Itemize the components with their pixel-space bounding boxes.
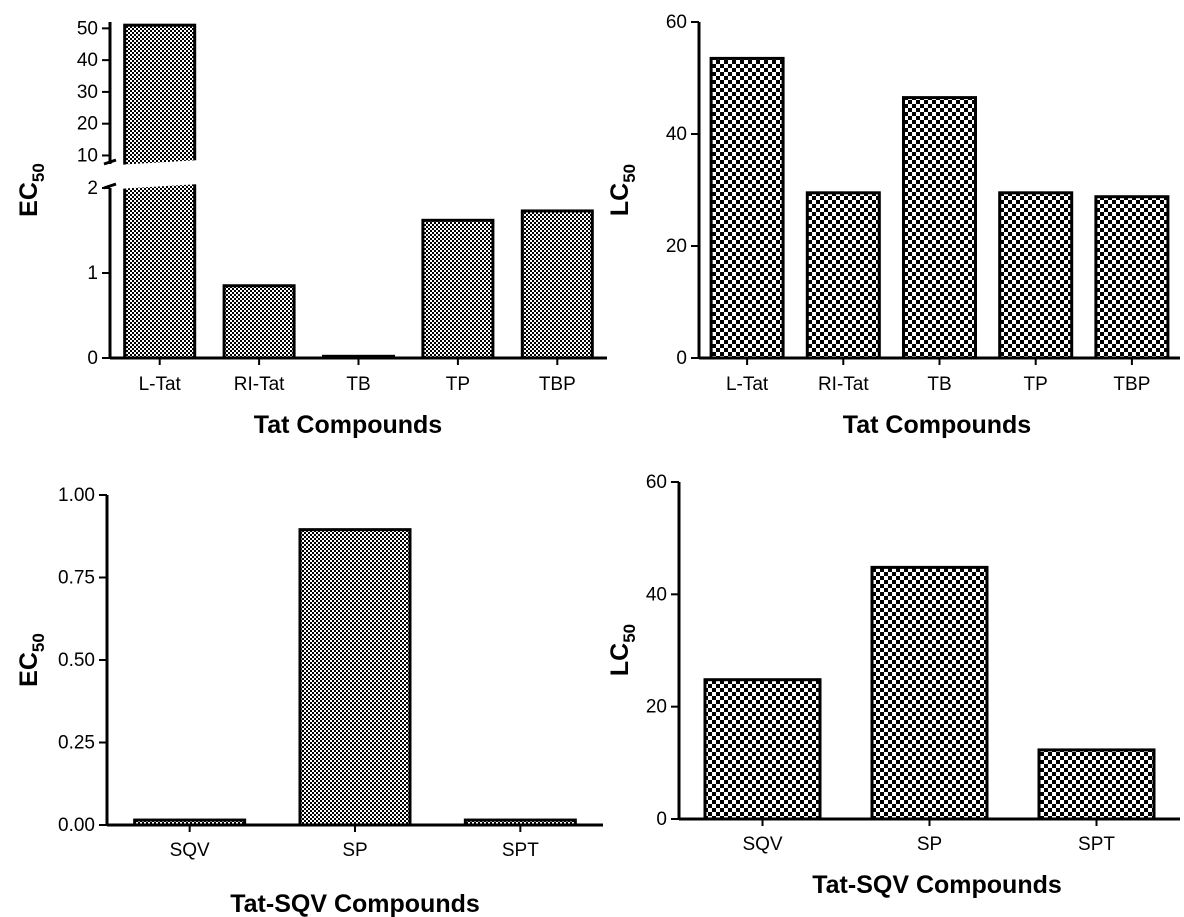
y-tick-label: 20: [646, 697, 667, 718]
y-tick-label: 0: [656, 809, 667, 830]
y-tick-label: 0: [87, 348, 98, 369]
bar-tp: [998, 191, 1074, 360]
bar-l-tat: [709, 56, 785, 360]
x-tick-label: RI-Tat: [818, 374, 869, 395]
y-axis-title-main: EC: [15, 182, 43, 217]
x-tick-label: TP: [1024, 374, 1048, 395]
bar-tp: [421, 218, 495, 360]
y-tick-label: 60: [666, 12, 687, 33]
bar-tbp: [520, 209, 594, 360]
y-tick-label: 0.25: [58, 733, 95, 754]
y-axis-title: LC50: [606, 164, 639, 216]
y-tick-label: 40: [646, 584, 667, 605]
axis-break-gap: [100, 160, 200, 190]
y-axis-title-main: LC: [606, 643, 634, 676]
y-tick-label: 0.50: [58, 650, 95, 671]
y-tick-label: 20: [77, 114, 98, 135]
bar-group: [709, 56, 1170, 360]
x-tick-label: TB: [927, 374, 951, 395]
y-axis-title: EC50: [15, 633, 48, 687]
x-axis-title: Tat Compounds: [843, 411, 1031, 439]
bar-sqv: [703, 678, 822, 821]
y-tick-label: 1: [87, 263, 98, 284]
bar-sp: [298, 528, 412, 827]
bar-sp: [870, 565, 989, 821]
y-ticks: 0 1 2 10 20 30 40 50: [77, 18, 110, 369]
y-tick-label: 40: [666, 124, 687, 145]
lc50-tat-sqv-chart: 0 20 40 60 SQV SP SPT Tat-SQV Compounds LC50: [606, 472, 1180, 899]
x-tick-label: SQV: [742, 834, 782, 855]
bar-spt: [1037, 748, 1156, 821]
bar-ri-tat: [805, 191, 881, 360]
x-tick-label: SQV: [170, 840, 210, 861]
bar-l-tat: [123, 23, 197, 360]
x-tick-label: SP: [917, 834, 942, 855]
y-axis-title-subscript: 50: [29, 163, 48, 182]
y-tick-label: 50: [77, 18, 98, 39]
y-tick-label: 40: [77, 50, 98, 71]
y-axis-title-main: LC: [606, 183, 634, 216]
bar-tb: [902, 96, 977, 360]
ec50-tat-chart: 0 1 2 10 20 30 40 50 L-Tat RI-Tat TB TP TBP Tat Com…: [15, 18, 607, 439]
y-axis-title-subscript: 50: [620, 164, 639, 183]
y-tick-label: 20: [666, 236, 687, 257]
y-tick-label: 30: [77, 82, 98, 103]
y-ticks: 0 20 40 60: [646, 472, 679, 830]
x-ticks: L-Tat RI-Tat TB TP TBP: [139, 358, 576, 395]
y-tick-label: 1.00: [58, 485, 95, 506]
x-tick-label: SPT: [502, 840, 539, 861]
y-ticks: 0 20 40 60: [666, 12, 699, 369]
x-axis-title: Tat-SQV Compounds: [230, 890, 480, 917]
x-ticks: SQV SP SPT: [742, 819, 1115, 855]
x-tick-label: SPT: [1078, 834, 1115, 855]
x-tick-label: SP: [342, 840, 367, 861]
y-ticks: 0.00 0.25 0.50 0.75 1.00: [58, 485, 107, 836]
y-tick-label: 0.00: [58, 815, 95, 836]
y-tick-label: 10: [77, 145, 98, 166]
x-axis-title: Tat-SQV Compounds: [812, 871, 1062, 899]
y-axis-title-subscript: 50: [620, 624, 639, 643]
lc50-tat-chart: 0 20 40 60 L-Tat RI-Tat TB TP TBP Tat Compounds…: [606, 12, 1180, 439]
x-tick-label: TBP: [539, 374, 576, 395]
bar-ri-tat: [222, 284, 296, 360]
x-axis-title: Tat Compounds: [254, 411, 442, 439]
x-tick-label: L-Tat: [139, 374, 182, 395]
axis-break-mark: [103, 158, 117, 166]
x-ticks: L-Tat RI-Tat TB TP TBP: [726, 358, 1150, 395]
y-axis-title: EC50: [15, 163, 48, 217]
x-tick-label: TBP: [1113, 374, 1150, 395]
bar-tbp: [1094, 195, 1170, 360]
y-axis-title: LC50: [606, 624, 639, 676]
bar-group: [703, 565, 1156, 821]
x-tick-label: L-Tat: [726, 374, 769, 395]
y-tick-label: 0.75: [58, 568, 95, 589]
y-tick-label: 60: [646, 472, 667, 493]
y-axis-title-subscript: 50: [29, 633, 48, 652]
y-tick-label: 2: [87, 178, 98, 199]
x-ticks: SQV SP SPT: [170, 825, 539, 861]
x-tick-label: TB: [346, 374, 370, 395]
ec50-tat-sqv-chart: 0.00 0.25 0.50 0.75 1.00 SQV SP SPT Tat-SQV Co…: [15, 485, 603, 917]
x-tick-label: RI-Tat: [234, 374, 285, 395]
bar-group: [133, 528, 577, 827]
x-tick-label: TP: [446, 374, 470, 395]
y-tick-label: 0: [676, 348, 687, 369]
y-axis-title-main: EC: [15, 652, 43, 687]
bar-group: [100, 23, 594, 360]
